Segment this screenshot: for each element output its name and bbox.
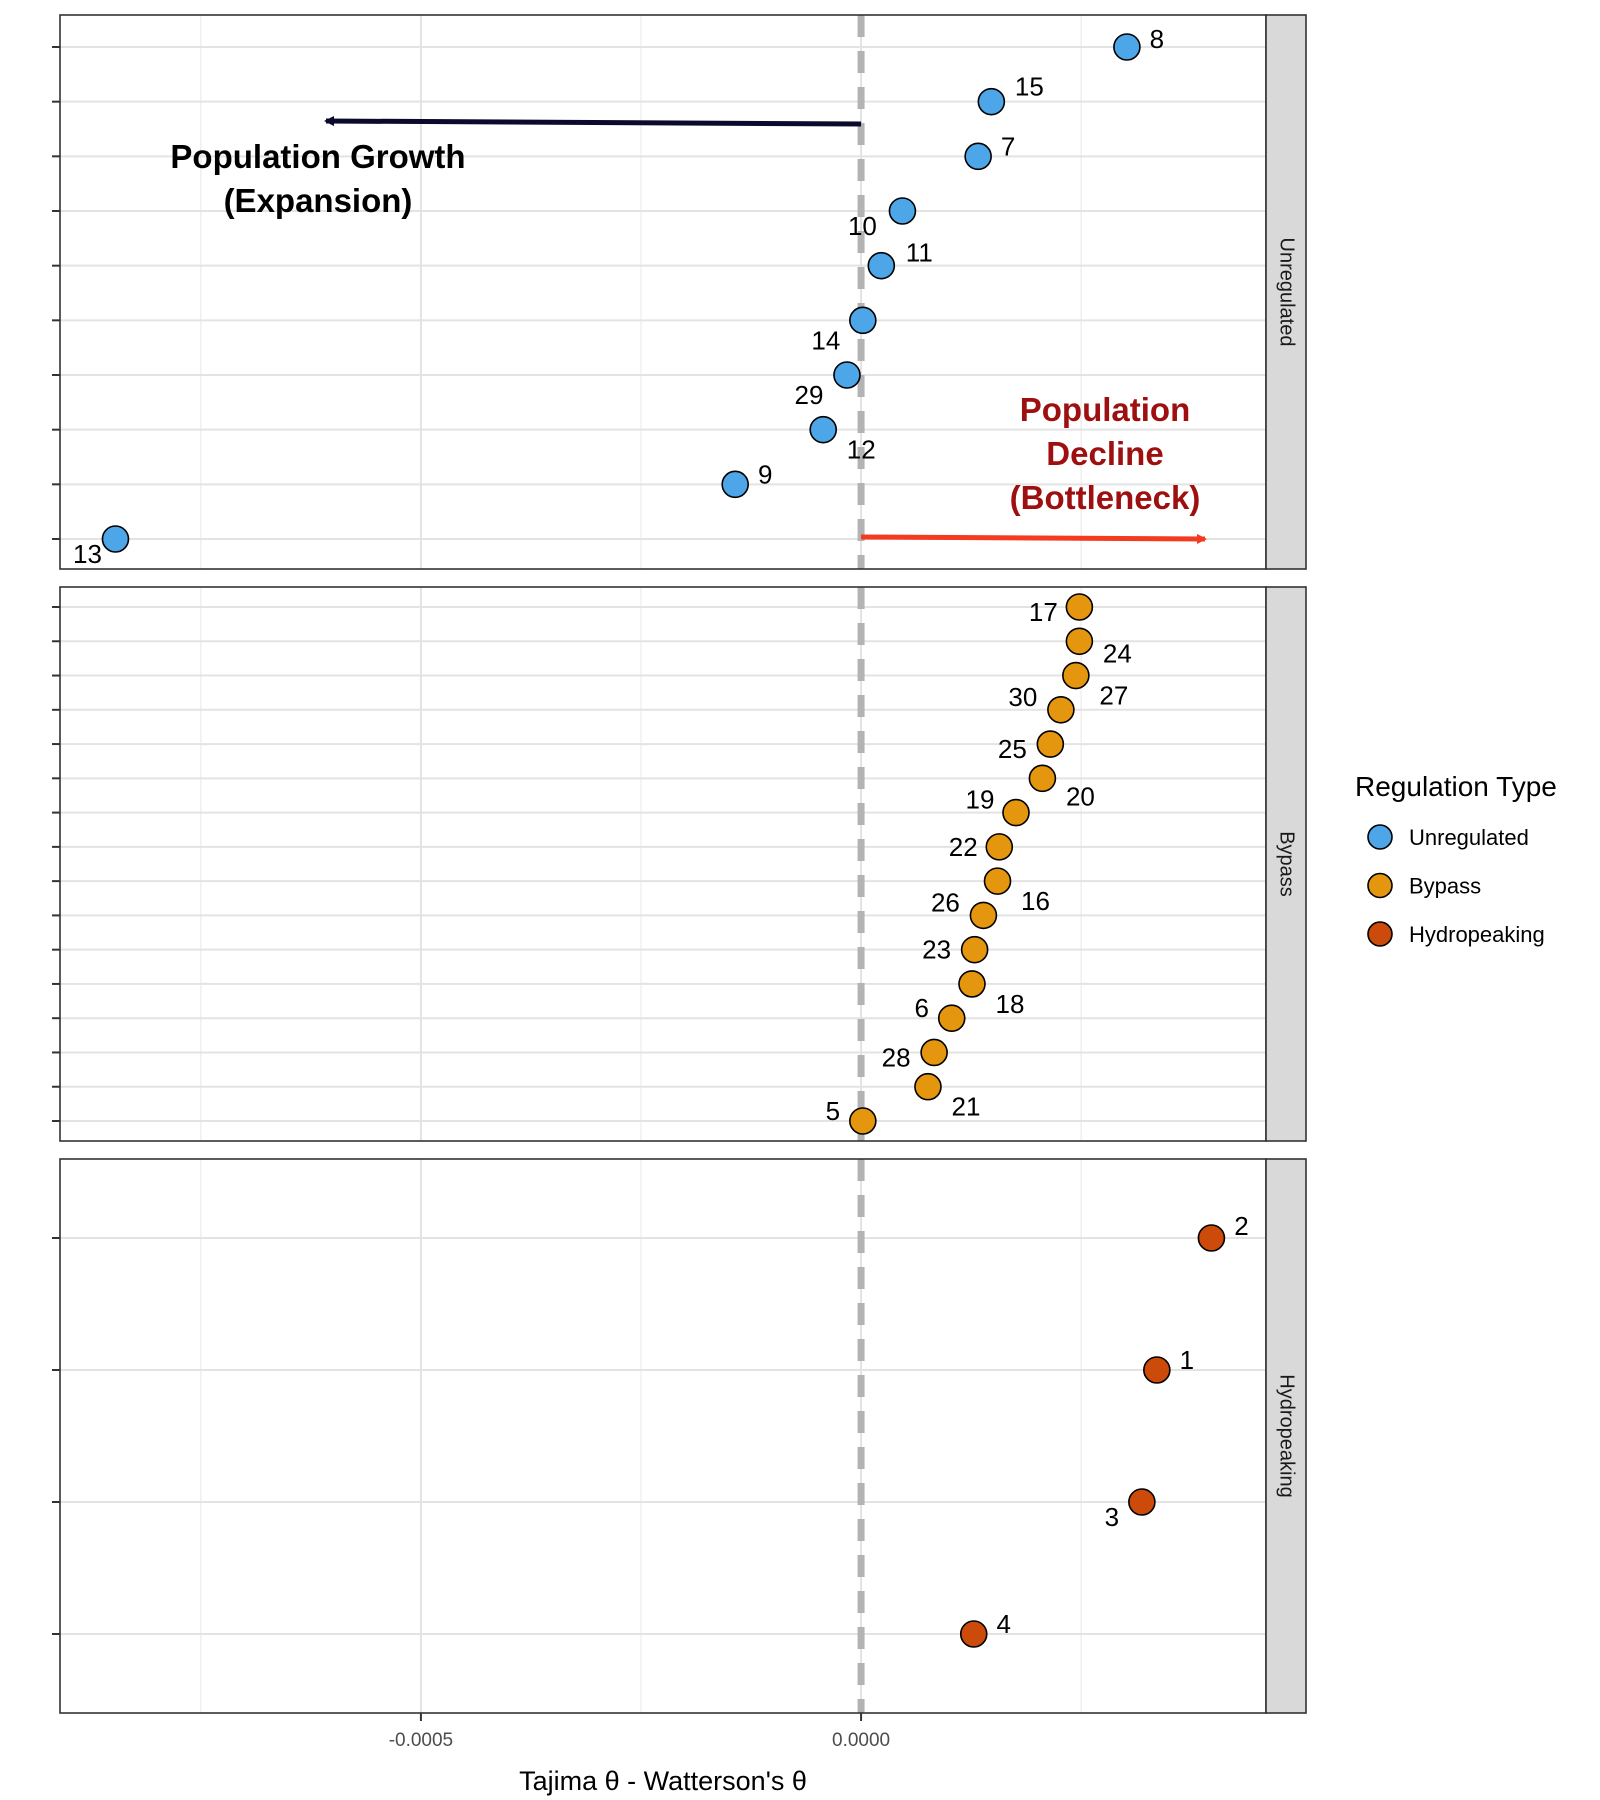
legend-title: Regulation Type [1355,771,1557,802]
point-label-10: 10 [848,211,877,241]
point-label-6: 6 [915,993,929,1023]
x-tick-label: 0.0000 [832,1730,890,1751]
point-label-3: 3 [1105,1502,1119,1532]
point-label-7: 7 [1001,131,1015,161]
point-site-3 [1128,1488,1156,1516]
point-site-17 [1065,593,1094,621]
growth-annotation-line: Population Growth [170,138,465,175]
point-site-7 [964,142,992,171]
panel-unregulated: 8 157 10 11 14 29 12 9 13 Unregulated [52,14,1307,570]
point-site-25 [1036,730,1065,758]
point-site-15 [977,87,1006,116]
point-site-28 [920,1038,948,1067]
point-site-20 [1028,764,1057,793]
point-label-26: 26 [931,887,960,917]
annotations-layer: Population Growth (Expansion) Population De… [170,116,1207,544]
point-site-12 [809,415,838,444]
panel-hydropeaking: 2 1 3 4 Hydropeaking [52,1158,1307,1714]
point-site-27 [1062,661,1090,690]
point-site-26 [969,901,998,930]
point-label-13: 13 [73,539,102,569]
point-label-21: 21 [952,1092,981,1122]
point-label-18: 18 [996,989,1025,1019]
point-site-11 [867,251,896,280]
point-label-8: 8 [1150,24,1164,54]
point-site-2 [1197,1224,1226,1252]
x-tick-label: -0.0005 [389,1730,453,1751]
legend-label-bypass: Bypass [1409,874,1481,899]
legend: Regulation Type Unregulated Bypass Hydropea… [1355,771,1557,947]
point-site-6 [937,1004,966,1033]
point-label-27: 27 [1099,681,1128,711]
facet-strip [1265,14,1307,570]
point-label-23: 23 [922,935,951,965]
decline-arrow [861,533,1207,544]
point-label-11: 11 [906,238,933,268]
point-label-2: 2 [1234,1211,1248,1241]
point-label-12: 12 [847,435,876,465]
panel-background [60,1159,1266,1713]
point-label-5: 5 [826,1096,840,1126]
decline-annotation-line: Decline [1046,435,1163,472]
panel-background [60,15,1266,569]
legend-label-unregulated: Unregulated [1409,825,1529,850]
point-label-1: 1 [1180,1345,1194,1375]
decline-annotation-line: (Bottleneck) [1010,479,1201,516]
legend-key-unregulated [1367,824,1393,850]
x-axis-title: Tajima θ - Watterson's θ [519,1766,807,1796]
point-label-24: 24 [1103,638,1132,668]
point-label-9: 9 [758,459,772,489]
point-site-22 [985,833,1014,861]
panels-layer: 81571011142912913Unregulated172427302520… [52,14,1307,1714]
point-site-14 [849,306,877,335]
legend-key-bypass [1367,872,1393,899]
facet-strip [1265,1158,1307,1714]
point-site-4 [959,1620,988,1648]
point-label-30: 30 [1008,682,1037,712]
point-label-15: 15 [1015,72,1044,102]
point-site-1 [1143,1356,1171,1384]
point-label-22: 22 [949,832,978,862]
facet-strip-label: Bypass [1276,831,1298,897]
point-site-24 [1065,627,1094,656]
point-site-16 [983,867,1012,895]
legend-key-hydropeaking [1367,921,1393,947]
point-label-20: 20 [1066,781,1095,811]
point-site-18 [958,970,986,998]
point-site-13 [101,525,130,553]
point-label-14: 14 [811,325,840,355]
point-site-23 [960,935,989,964]
decline-annotation-line: Population [1020,391,1190,428]
facet-strip [1265,586,1307,1142]
point-site-10 [888,197,917,225]
panel-bypass: 17 24 27 30 25 20 19 22 16 26 23 18 628 21 5 Bypass [52,586,1307,1142]
point-site-5 [849,1107,877,1135]
point-label-28: 28 [882,1042,911,1072]
point-label-16: 16 [1021,886,1050,916]
point-label-4: 4 [997,1609,1011,1639]
point-site-29 [833,361,861,389]
point-label-17: 17 [1029,597,1058,627]
facet-strip-label: Hydropeaking [1276,1374,1298,1497]
x-axis: -0.0005 0.0000 Tajima θ - Watterson's θ [389,1713,890,1796]
facet-strip-label: Unregulated [1276,238,1298,347]
point-label-25: 25 [998,734,1027,764]
point-label-19: 19 [966,785,995,815]
point-site-19 [1002,798,1030,827]
point-site-8 [1113,33,1141,61]
legend-label-hydropeaking: Hydropeaking [1409,922,1545,947]
point-site-21 [914,1072,942,1101]
point-label-29: 29 [795,380,824,410]
growth-annotation-line: (Expansion) [224,182,413,219]
point-site-30 [1047,695,1075,724]
point-site-9 [721,470,749,499]
growth-arrow [324,116,862,127]
